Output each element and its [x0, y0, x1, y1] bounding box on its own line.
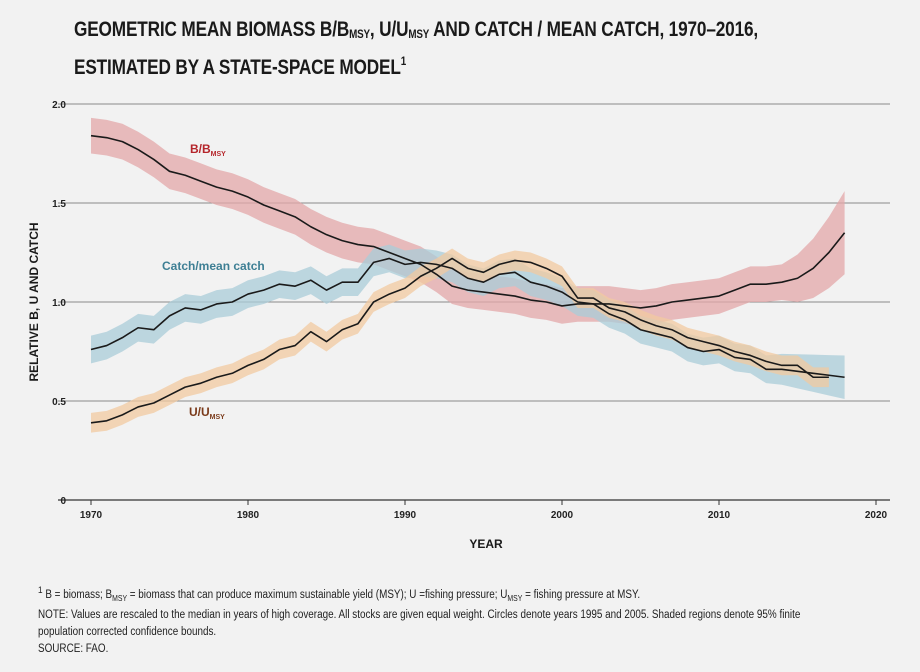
catch-mean-catch-confidence-band [91, 244, 845, 400]
title-line-2: ESTIMATED BY A STATE-SPACE MODEL1 [74, 48, 758, 81]
title-text: AND CATCH / MEAN CATCH, 1970–2016, [429, 18, 759, 41]
footnote-subscript: MSY [112, 594, 128, 604]
title-text: ESTIMATED BY A STATE-SPACE MODEL [74, 56, 401, 79]
footnote-text: = fishing pressure at MSY. [522, 588, 641, 601]
title-line-1: GEOMETRIC MEAN BIOMASS B/BMSY, U/UMSY AN… [74, 16, 758, 48]
title-text: , U/U [369, 18, 409, 41]
b-bmsy-label: B/BMSY [190, 142, 226, 158]
y-tick-label: 1.5 [52, 199, 66, 210]
title-subscript: MSY [408, 27, 430, 41]
y-tick-label: 0.5 [52, 397, 66, 408]
footnote-1: 1 B = biomass; BMSY = biomass that can p… [38, 582, 898, 607]
series-lines [90, 134, 846, 424]
source-note: SOURCE: FAO. [38, 643, 109, 656]
x-tick-label: 2000 [551, 510, 574, 521]
footnote-mark: 1 [38, 585, 43, 596]
title-text: GEOMETRIC MEAN BIOMASS B/B [74, 18, 350, 41]
x-tick-label: 1980 [237, 510, 260, 521]
confidence-bands [91, 117, 845, 433]
footnote-text: = biomass that can produce maximum susta… [127, 588, 508, 601]
catch-mean-catch-line [90, 257, 845, 379]
chart-title: GEOMETRIC MEAN BIOMASS B/BMSY, U/UMSY AN… [74, 16, 758, 81]
footnote-subscript: MSY [507, 594, 523, 604]
y-axis-label: RELATIVE B, U AND CATCH [27, 222, 41, 381]
title-footnote-mark: 1 [400, 54, 407, 68]
u-umsy-line [90, 257, 829, 424]
y-tick-label: 1.0 [52, 298, 66, 309]
x-tick-label: 2010 [708, 510, 731, 521]
b-bmsy-line [90, 134, 846, 309]
x-axis-label: YEAR [469, 537, 503, 551]
y-tick-label: 0 [60, 496, 66, 507]
x-tick-label: 1990 [394, 510, 417, 521]
u-umsy-label: U/UMSY [189, 405, 225, 421]
series-labels: B/BMSY Catch/mean catch U/UMSY [162, 142, 265, 421]
footnotes: 1 B = biomass; BMSY = biomass that can p… [38, 582, 898, 658]
note-line-1: NOTE: Values are rescaled to the median … [38, 609, 801, 622]
footnote-text: B = biomass; B [42, 588, 113, 601]
u-umsy-confidence-band [91, 248, 829, 433]
x-tick-label: 2020 [865, 510, 888, 521]
axes: 0 0.5 1.0 1.5 2.0 1970 1980 1990 2000 2010 2020 [52, 100, 887, 521]
x-tick-label: 1970 [80, 510, 103, 521]
catch-mean-catch-label: Catch/mean catch [162, 259, 265, 273]
note-line-2: population corrected confidence bounds. [38, 626, 217, 639]
y-tick-label: 2.0 [52, 100, 66, 111]
title-subscript: MSY [349, 27, 370, 41]
